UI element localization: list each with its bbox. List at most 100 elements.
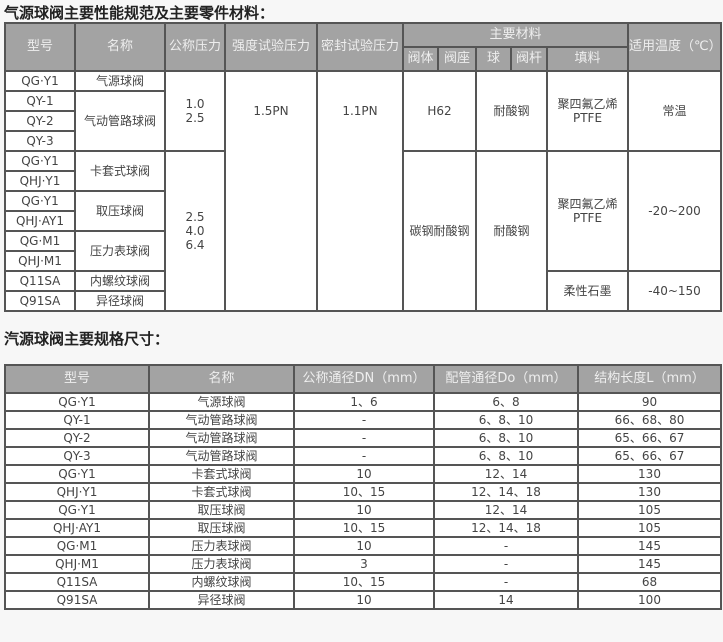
header-packing: 填料 <box>545 46 630 72</box>
model-cell: QY-2 <box>4 428 150 448</box>
pressure-cell: 2.5 4.0 6.4 <box>164 150 226 312</box>
pipe-diameter-cell: 12、14 <box>433 464 579 484</box>
header-seal-test: 密封试验压力 <box>316 22 404 72</box>
name-cell: 压力表球阀 <box>148 536 295 556</box>
header-seat: 阀座 <box>437 46 477 72</box>
pipe-diameter-cell: - <box>433 536 579 556</box>
length-cell: 65、66、67 <box>577 428 722 448</box>
table-row: QG·Y1 气源球阀 1、6 6、8 90 <box>4 392 722 412</box>
model-cell: QHJ·M1 <box>4 554 150 574</box>
header-nominal-diameter: 公称通径DN（mm） <box>293 364 435 394</box>
model-cell: QHJ·M1 <box>4 250 76 272</box>
pressure-cell: 1.0 2.5 <box>164 70 226 152</box>
model-cell: QG·M1 <box>4 230 76 252</box>
name-cell: 气源球阀 <box>74 70 166 92</box>
name-cell: 卡套式球阀 <box>148 482 295 502</box>
nominal-diameter-cell: 3 <box>293 554 435 574</box>
length-cell: 100 <box>577 590 722 610</box>
model-cell: QG·Y1 <box>4 190 76 212</box>
seal-cell: 1.1PN <box>316 70 404 312</box>
model-cell: Q11SA <box>4 572 150 592</box>
header-strength-test: 强度试验压力 <box>224 22 318 72</box>
nominal-diameter-cell: - <box>293 410 435 430</box>
packing-cell: 柔性石墨 <box>545 270 630 312</box>
model-cell: QHJ·Y1 <box>4 170 76 192</box>
model-cell: QY-3 <box>4 130 76 152</box>
packing-cell: 聚四氟乙烯PTFE <box>545 150 630 272</box>
header-pipe-diameter: 配管通径Do（mm） <box>433 364 579 394</box>
dimensions-title: 汽源球阀主要规格尺寸： <box>4 330 170 348</box>
nominal-diameter-cell: 10 <box>293 500 435 520</box>
pipe-diameter-cell: 6、8 <box>433 392 579 412</box>
header-model: 型号 <box>4 22 76 72</box>
pipe-diameter-cell: - <box>433 572 579 592</box>
nominal-diameter-cell: 10、15 <box>293 482 435 502</box>
model-cell: Q11SA <box>4 270 76 292</box>
temperature-cell: -40~150 <box>627 270 723 312</box>
name-cell: 取压球阀 <box>148 518 295 538</box>
name-cell: 压力表球阀 <box>74 230 166 272</box>
pipe-diameter-cell: 6、8、10 <box>433 446 579 466</box>
model-cell: Q91SA <box>4 590 150 610</box>
dimensions-table: 型号 名称 公称通径DN（mm） 配管通径Do（mm） 结构长度L（mm） QG·Y1 气… <box>4 364 722 610</box>
length-cell: 105 <box>577 500 722 520</box>
length-cell: 68 <box>577 572 722 592</box>
pipe-diameter-cell: - <box>433 554 579 574</box>
name-cell: 取压球阀 <box>148 500 295 520</box>
performance-title: 气源球阀主要性能规范及主要零件材料： <box>4 4 275 22</box>
name-cell: 异径球阀 <box>74 290 166 312</box>
nominal-diameter-cell: 10 <box>293 590 435 610</box>
header-model: 型号 <box>4 364 150 394</box>
pipe-diameter-cell: 12、14、18 <box>433 482 579 502</box>
header-nominal-pressure: 公称压力 <box>164 22 226 72</box>
model-cell: QG·Y1 <box>4 150 76 172</box>
temperature-cell: -20~200 <box>627 150 723 272</box>
header-materials: 主要材料 <box>401 22 630 48</box>
model-cell: QY-1 <box>4 90 76 112</box>
header-length: 结构长度L（mm） <box>577 364 722 394</box>
header-name: 名称 <box>74 22 166 72</box>
name-cell: 卡套式球阀 <box>74 150 166 192</box>
model-cell: QG·M1 <box>4 536 150 556</box>
name-cell: 气动管路球阀 <box>148 410 295 430</box>
model-cell: QHJ·Y1 <box>4 482 150 502</box>
strength-cell: 1.5PN <box>224 70 318 312</box>
nominal-diameter-cell: 10 <box>293 464 435 484</box>
length-cell: 66、68、80 <box>577 410 722 430</box>
body-seat-cell: 碳钢耐酸钢 <box>402 150 477 312</box>
header-temperature: 适用温度（℃） <box>627 22 723 72</box>
table-row: QG·M1 压力表球阀 10-145 <box>4 536 722 556</box>
model-cell: QG·Y1 <box>4 500 150 520</box>
pipe-diameter-cell: 12、14、18 <box>433 518 579 538</box>
length-cell: 145 <box>577 536 722 556</box>
table-row: QY-2 气动管路球阀 -6、8、10 65、66、67 <box>4 428 722 448</box>
length-cell: 130 <box>577 482 722 502</box>
pipe-diameter-cell: 12、14 <box>433 500 579 520</box>
length-cell: 130 <box>577 464 722 484</box>
header-name: 名称 <box>148 364 295 394</box>
pipe-diameter-cell: 14 <box>433 590 579 610</box>
name-cell: 气动管路球阀 <box>148 428 295 448</box>
model-cell: QHJ·AY1 <box>4 210 76 232</box>
header-ball: 球 <box>475 46 512 72</box>
model-cell: QHJ·AY1 <box>4 518 150 538</box>
temperature-cell: 常温 <box>627 70 723 152</box>
name-cell: 内螺纹球阀 <box>148 572 295 592</box>
table-row: QHJ·M1 压力表球阀 3-145 <box>4 554 722 574</box>
name-cell: 气动管路球阀 <box>74 90 166 152</box>
table-row: QY-1 气动管路球阀 -6、8、10 66、68、80 <box>4 410 722 430</box>
header-body: 阀体 <box>402 46 439 72</box>
performance-table: 型号 名称 公称压力 强度试验压力 密封试验压力 主要材料 适用温度（℃） 阀体… <box>4 22 723 312</box>
name-cell: 取压球阀 <box>74 190 166 232</box>
model-cell: QG·Y1 <box>4 464 150 484</box>
length-cell: 105 <box>577 518 722 538</box>
name-cell: 卡套式球阀 <box>148 464 295 484</box>
model-cell: QY-1 <box>4 410 150 430</box>
length-cell: 65、66、67 <box>577 446 722 466</box>
name-cell: 压力表球阀 <box>148 554 295 574</box>
ball-stem-cell: 耐酸钢 <box>475 70 548 152</box>
pipe-diameter-cell: 6、8、10 <box>433 410 579 430</box>
body-seat-cell: H62 <box>402 70 477 152</box>
model-cell: QY-2 <box>4 110 76 132</box>
model-cell: QG·Y1 <box>4 70 76 92</box>
